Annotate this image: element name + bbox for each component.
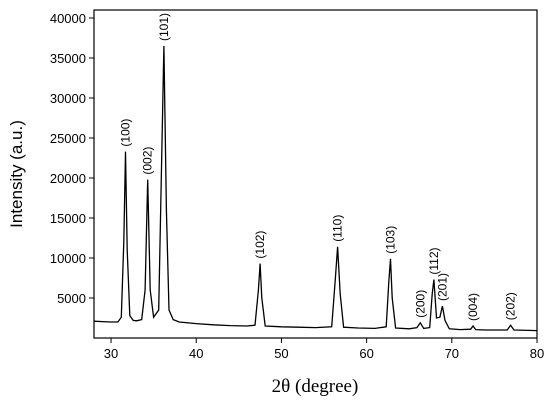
peak-label: (004) [466, 293, 480, 321]
peak-label: (202) [504, 292, 518, 320]
peak-label: (110) [331, 215, 345, 242]
peak-label: (200) [413, 290, 427, 318]
y-tick-label: 40000 [50, 11, 86, 26]
y-tick-label: 25000 [50, 131, 86, 146]
y-tick-label: 20000 [50, 171, 86, 186]
y-tick-label: 35000 [50, 51, 86, 66]
y-axis-label: Intensity (a.u.) [7, 120, 26, 228]
x-tick-label: 40 [189, 346, 203, 361]
x-tick-label: 30 [104, 346, 118, 361]
plot-frame [93, 9, 538, 339]
xrd-line [93, 45, 538, 332]
peak-label: (101) [157, 13, 171, 41]
x-tick-label: 80 [530, 346, 544, 361]
peak-label: (112) [427, 247, 441, 274]
peak-label: (102) [253, 231, 267, 259]
peak-label: (002) [141, 147, 155, 175]
y-tick-label: 30000 [50, 91, 86, 106]
peak-label: (100) [119, 119, 133, 147]
peak-label: (201) [435, 273, 449, 301]
x-tick-label: 70 [445, 346, 459, 361]
x-tick-label: 50 [274, 346, 288, 361]
peak-label: (103) [383, 226, 397, 254]
x-tick-label: 60 [359, 346, 373, 361]
y-tick-label: 10000 [50, 251, 86, 266]
x-axis-label: 2θ (degree) [272, 376, 359, 397]
y-tick-label: 5000 [57, 291, 86, 306]
y-tick-label: 15000 [50, 211, 86, 226]
